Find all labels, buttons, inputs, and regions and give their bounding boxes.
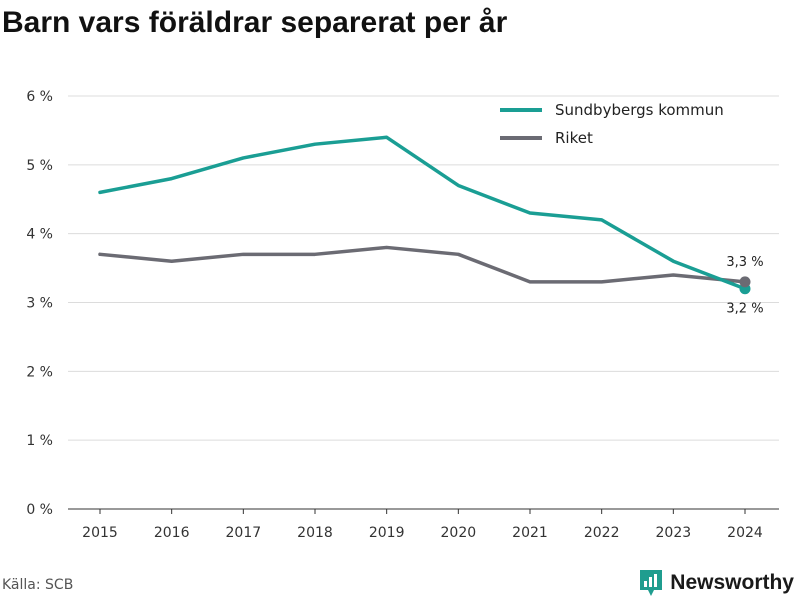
- end-marker: [739, 276, 751, 288]
- x-tick-label: 2022: [584, 525, 620, 541]
- x-tick-label: 2023: [656, 525, 692, 541]
- legend-label: Riket: [555, 129, 593, 147]
- brand-logo[interactable]: Newsworthy: [638, 568, 794, 598]
- series-line: [98, 245, 747, 284]
- gridlines: [68, 95, 779, 441]
- y-tick-label: 4 %: [26, 227, 53, 243]
- x-tick-label: 2016: [154, 525, 190, 541]
- y-tick-label: 1 %: [26, 433, 53, 449]
- newsworthy-logo-icon: [640, 570, 663, 596]
- y-tick-label: 5 %: [26, 158, 53, 174]
- y-tick-label: 2 %: [26, 364, 53, 380]
- x-tick-label: 2017: [226, 525, 262, 541]
- end-label: 3,2 %: [726, 302, 763, 317]
- x-tick-label: 2018: [297, 525, 333, 541]
- x-tick-label: 2021: [512, 525, 548, 541]
- end-label: 3,3 %: [726, 255, 763, 270]
- y-tick-label: 6 %: [26, 89, 53, 105]
- series-line: [98, 135, 747, 291]
- x-tick-label: 2019: [369, 525, 405, 541]
- x-tick-label: 2024: [727, 525, 763, 541]
- data-labels: 3,2 % 3,3 %: [726, 255, 763, 317]
- legend-label: Sundbybergs kommun: [555, 101, 724, 119]
- chart-title: Barn vars föräldrar separerat per år: [2, 6, 508, 39]
- x-tick-label: 2015: [82, 525, 118, 541]
- x-tick-label: 2020: [441, 525, 477, 541]
- source-note: Källa: SCB: [2, 577, 74, 593]
- legend: Sundbybergs kommun Riket: [500, 101, 724, 147]
- y-tick-label: 0 %: [26, 502, 53, 518]
- axes: 0 % 1 % 2 % 3 % 4 % 5 % 6 % 2015 2016 2017 2018 201…: [26, 89, 779, 541]
- series-lines: [98, 135, 747, 291]
- y-tick-label: 3 %: [26, 296, 53, 312]
- brand-name: Newsworthy: [670, 571, 794, 594]
